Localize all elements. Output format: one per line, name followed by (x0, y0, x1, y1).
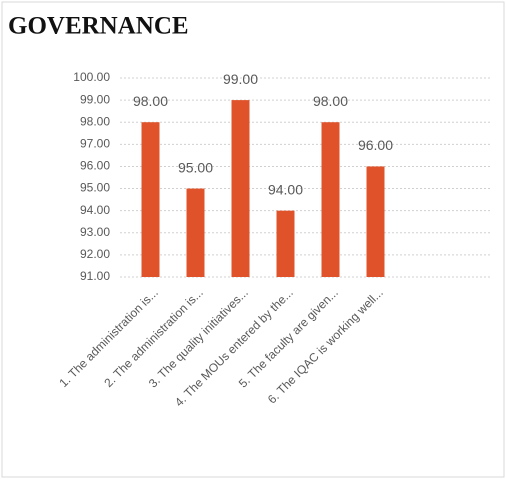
bar (321, 122, 340, 277)
data-label: 98.00 (313, 93, 348, 109)
data-label: 98.00 (133, 93, 168, 109)
data-label: 94.00 (268, 181, 303, 197)
bar (141, 122, 160, 277)
chart-title: GOVERNANCE (8, 13, 189, 40)
bar (186, 188, 205, 277)
y-tick-label: 95.00 (80, 181, 110, 195)
y-tick-label: 96.00 (80, 159, 110, 173)
bar (366, 166, 385, 277)
y-tick-label: 92.00 (80, 247, 110, 261)
bar (231, 100, 250, 277)
data-label: 99.00 (223, 71, 258, 87)
y-tick-label: 98.00 (80, 114, 110, 128)
data-label: 96.00 (358, 137, 393, 153)
y-tick-label: 94.00 (80, 203, 110, 217)
data-label: 95.00 (178, 159, 213, 175)
y-tick-label: 99.00 (80, 92, 110, 106)
y-tick-label: 91.00 (80, 269, 110, 283)
y-tick-label: 97.00 (80, 137, 110, 151)
bar (276, 210, 295, 277)
y-tick-label: 100.00 (73, 70, 110, 84)
y-tick-label: 93.00 (80, 225, 110, 239)
